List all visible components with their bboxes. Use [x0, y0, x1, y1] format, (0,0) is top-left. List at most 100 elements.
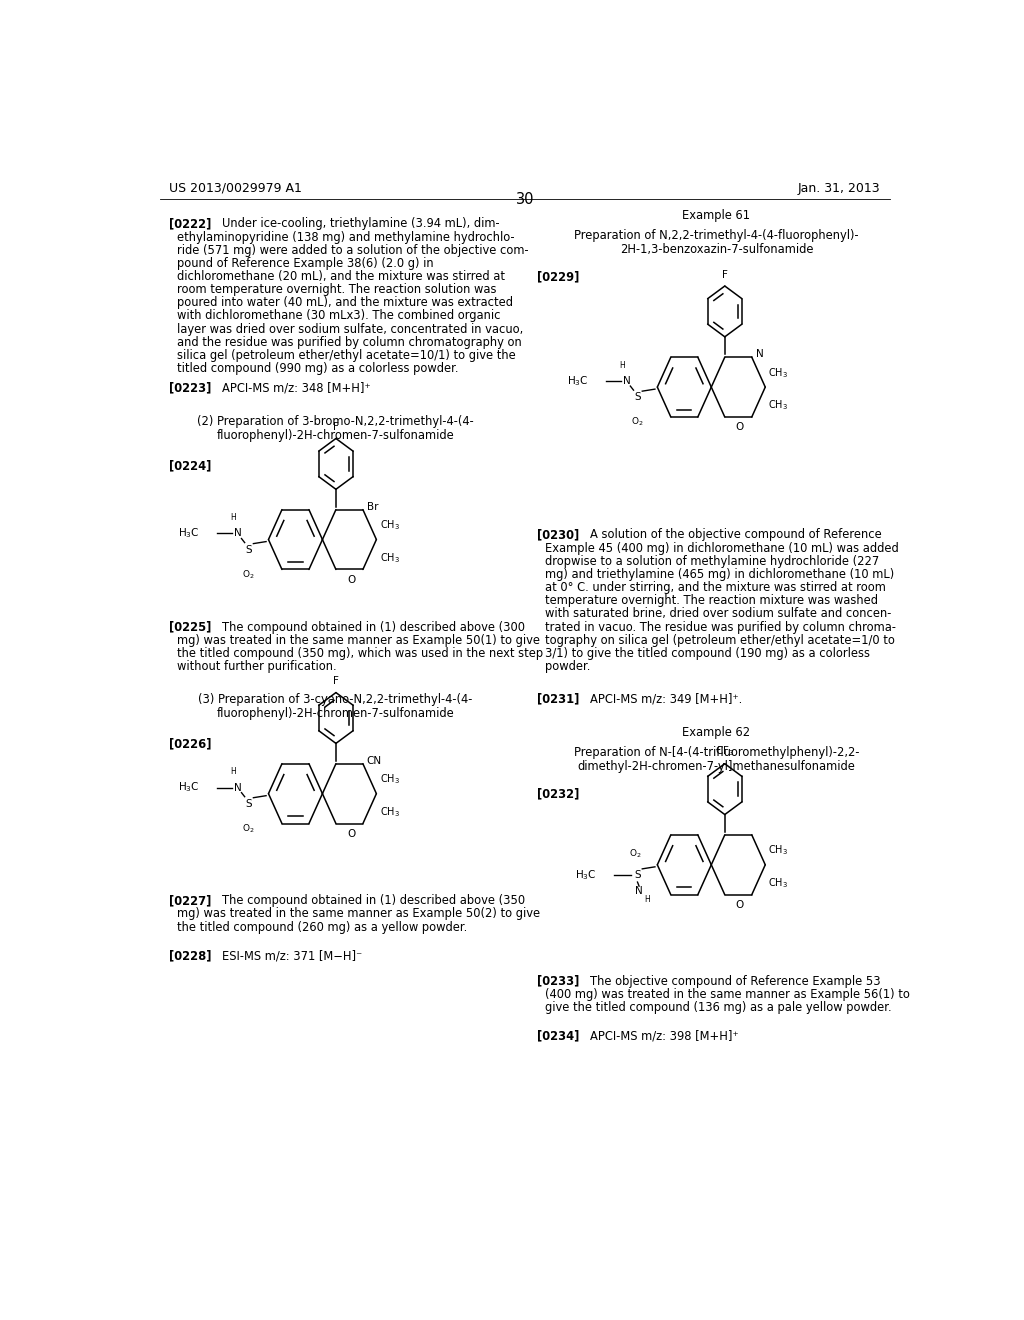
- Text: [0224]: [0224]: [169, 459, 212, 473]
- Text: The compound obtained in (1) described above (300: The compound obtained in (1) described a…: [222, 620, 525, 634]
- Text: without further purification.: without further purification.: [177, 660, 337, 673]
- Text: CH$_3$: CH$_3$: [380, 772, 399, 787]
- Text: fluorophenyl)-2H-chromen-7-sulfonamide: fluorophenyl)-2H-chromen-7-sulfonamide: [216, 429, 454, 442]
- Text: CN: CN: [367, 755, 382, 766]
- Text: O$_2$: O$_2$: [629, 847, 641, 859]
- Text: Under ice-cooling, triethylamine (3.94 mL), dim-: Under ice-cooling, triethylamine (3.94 m…: [222, 218, 500, 231]
- Text: mg) and triethylamine (465 mg) in dichloromethane (10 mL): mg) and triethylamine (465 mg) in dichlo…: [545, 568, 894, 581]
- Text: H: H: [230, 513, 237, 523]
- Text: ride (571 mg) were added to a solution of the objective com-: ride (571 mg) were added to a solution o…: [177, 244, 528, 256]
- Text: poured into water (40 mL), and the mixture was extracted: poured into water (40 mL), and the mixtu…: [177, 296, 513, 309]
- Text: [0232]: [0232]: [537, 787, 580, 800]
- Text: The objective compound of Reference Example 53: The objective compound of Reference Exam…: [590, 974, 881, 987]
- Text: 3/1) to give the titled compound (190 mg) as a colorless: 3/1) to give the titled compound (190 mg…: [545, 647, 869, 660]
- Text: layer was dried over sodium sulfate, concentrated in vacuo,: layer was dried over sodium sulfate, con…: [177, 322, 523, 335]
- Text: [0225]: [0225]: [169, 620, 212, 634]
- Text: [0227]: [0227]: [169, 894, 212, 907]
- Text: A solution of the objective compound of Reference: A solution of the objective compound of …: [590, 528, 882, 541]
- Text: room temperature overnight. The reaction solution was: room temperature overnight. The reaction…: [177, 284, 497, 296]
- Text: [0223]: [0223]: [169, 381, 212, 395]
- Text: S: S: [634, 392, 641, 403]
- Text: N: N: [233, 783, 242, 792]
- Text: H$_3$C: H$_3$C: [574, 869, 596, 882]
- Text: N: N: [623, 376, 630, 385]
- Text: S: S: [246, 799, 252, 809]
- Text: O$_2$: O$_2$: [243, 822, 255, 834]
- Text: APCI-MS m/z: 349 [M+H]⁺.: APCI-MS m/z: 349 [M+H]⁺.: [590, 693, 742, 706]
- Text: mg) was treated in the same manner as Example 50(1) to give: mg) was treated in the same manner as Ex…: [177, 634, 541, 647]
- Text: dimethyl-2H-chromen-7-yl]methanesulfonamide: dimethyl-2H-chromen-7-yl]methanesulfonam…: [578, 760, 855, 772]
- Text: [0228]: [0228]: [169, 949, 212, 962]
- Text: S: S: [246, 545, 252, 554]
- Text: Example 62: Example 62: [682, 726, 751, 739]
- Text: CH$_3$: CH$_3$: [768, 843, 788, 858]
- Text: CH$_3$: CH$_3$: [768, 366, 788, 380]
- Text: H: H: [644, 895, 650, 904]
- Text: 2H-1,3-benzoxazin-7-sulfonamide: 2H-1,3-benzoxazin-7-sulfonamide: [620, 243, 813, 256]
- Text: O: O: [347, 829, 355, 838]
- Text: give the titled compound (136 mg) as a pale yellow powder.: give the titled compound (136 mg) as a p…: [545, 1001, 891, 1014]
- Text: O$_2$: O$_2$: [631, 416, 644, 428]
- Text: [0229]: [0229]: [537, 271, 580, 284]
- Text: CH$_3$: CH$_3$: [768, 876, 788, 890]
- Text: The compound obtained in (1) described above (350: The compound obtained in (1) described a…: [222, 894, 525, 907]
- Text: H$_3$C: H$_3$C: [178, 527, 200, 540]
- Text: (2) Preparation of 3-bromo-N,2,2-trimethyl-4-(4-: (2) Preparation of 3-bromo-N,2,2-trimeth…: [197, 414, 473, 428]
- Text: pound of Reference Example 38(6) (2.0 g) in: pound of Reference Example 38(6) (2.0 g)…: [177, 257, 434, 269]
- Text: H$_3$C: H$_3$C: [178, 780, 200, 795]
- Text: F: F: [333, 676, 339, 686]
- Text: dichloromethane (20 mL), and the mixture was stirred at: dichloromethane (20 mL), and the mixture…: [177, 271, 505, 282]
- Text: Jan. 31, 2013: Jan. 31, 2013: [798, 182, 881, 195]
- Text: with dichloromethane (30 mLx3). The combined organic: with dichloromethane (30 mLx3). The comb…: [177, 309, 501, 322]
- Text: the titled compound (350 mg), which was used in the next step: the titled compound (350 mg), which was …: [177, 647, 544, 660]
- Text: O: O: [735, 422, 744, 432]
- Text: [0233]: [0233]: [537, 974, 580, 987]
- Text: O: O: [735, 900, 744, 909]
- Text: N: N: [233, 528, 242, 539]
- Text: dropwise to a solution of methylamine hydrochloride (227: dropwise to a solution of methylamine hy…: [545, 554, 879, 568]
- Text: Example 61: Example 61: [682, 210, 751, 222]
- Text: and the residue was purified by column chromatography on: and the residue was purified by column c…: [177, 335, 522, 348]
- Text: trated in vacuo. The residue was purified by column chroma-: trated in vacuo. The residue was purifie…: [545, 620, 896, 634]
- Text: CF$_3$: CF$_3$: [715, 744, 734, 758]
- Text: H$_3$C: H$_3$C: [566, 374, 588, 388]
- Text: ESI-MS m/z: 371 [M−H]⁻: ESI-MS m/z: 371 [M−H]⁻: [222, 949, 362, 962]
- Text: Example 45 (400 mg) in dichloromethane (10 mL) was added: Example 45 (400 mg) in dichloromethane (…: [545, 541, 898, 554]
- Text: [0234]: [0234]: [537, 1030, 580, 1043]
- Text: titled compound (990 mg) as a colorless powder.: titled compound (990 mg) as a colorless …: [177, 362, 459, 375]
- Text: [0222]: [0222]: [169, 218, 212, 231]
- Text: N: N: [635, 886, 643, 896]
- Text: O: O: [347, 574, 355, 585]
- Text: H: H: [230, 767, 237, 776]
- Text: APCI-MS m/z: 398 [M+H]⁺: APCI-MS m/z: 398 [M+H]⁺: [590, 1030, 738, 1043]
- Text: at 0° C. under stirring, and the mixture was stirred at room: at 0° C. under stirring, and the mixture…: [545, 581, 886, 594]
- Text: CH$_3$: CH$_3$: [768, 399, 788, 412]
- Text: Br: Br: [367, 502, 379, 512]
- Text: CH$_3$: CH$_3$: [380, 519, 399, 532]
- Text: tography on silica gel (petroleum ether/ethyl acetate=1/0 to: tography on silica gel (petroleum ether/…: [545, 634, 895, 647]
- Text: 30: 30: [515, 191, 535, 207]
- Text: (3) Preparation of 3-cyano-N,2,2-trimethyl-4-(4-: (3) Preparation of 3-cyano-N,2,2-trimeth…: [198, 693, 472, 706]
- Text: CH$_3$: CH$_3$: [380, 805, 399, 818]
- Text: N: N: [756, 348, 764, 359]
- Text: [0226]: [0226]: [169, 738, 212, 751]
- Text: APCI-MS m/z: 348 [M+H]⁺: APCI-MS m/z: 348 [M+H]⁺: [222, 381, 371, 395]
- Text: powder.: powder.: [545, 660, 590, 673]
- Text: with saturated brine, dried over sodium sulfate and concen-: with saturated brine, dried over sodium …: [545, 607, 891, 620]
- Text: ethylaminopyridine (138 mg) and methylamine hydrochlo-: ethylaminopyridine (138 mg) and methylam…: [177, 231, 515, 243]
- Text: [0230]: [0230]: [537, 528, 579, 541]
- Text: H: H: [620, 360, 626, 370]
- Text: (400 mg) was treated in the same manner as Example 56(1) to: (400 mg) was treated in the same manner …: [545, 987, 909, 1001]
- Text: S: S: [634, 870, 641, 880]
- Text: [0231]: [0231]: [537, 693, 580, 706]
- Text: fluorophenyl)-2H-chromen-7-sulfonamide: fluorophenyl)-2H-chromen-7-sulfonamide: [216, 708, 454, 721]
- Text: Preparation of N-[4-(4-trifluoromethylphenyl)-2,2-: Preparation of N-[4-(4-trifluoromethylph…: [573, 746, 859, 759]
- Text: mg) was treated in the same manner as Example 50(2) to give: mg) was treated in the same manner as Ex…: [177, 907, 541, 920]
- Text: the titled compound (260 mg) as a yellow powder.: the titled compound (260 mg) as a yellow…: [177, 920, 467, 933]
- Text: silica gel (petroleum ether/ethyl acetate=10/1) to give the: silica gel (petroleum ether/ethyl acetat…: [177, 348, 516, 362]
- Text: O$_2$: O$_2$: [243, 568, 255, 581]
- Text: Preparation of N,2,2-trimethyl-4-(4-fluorophenyl)-: Preparation of N,2,2-trimethyl-4-(4-fluo…: [574, 228, 859, 242]
- Text: F: F: [333, 422, 339, 433]
- Text: CH$_3$: CH$_3$: [380, 550, 399, 565]
- Text: US 2013/0029979 A1: US 2013/0029979 A1: [169, 182, 302, 195]
